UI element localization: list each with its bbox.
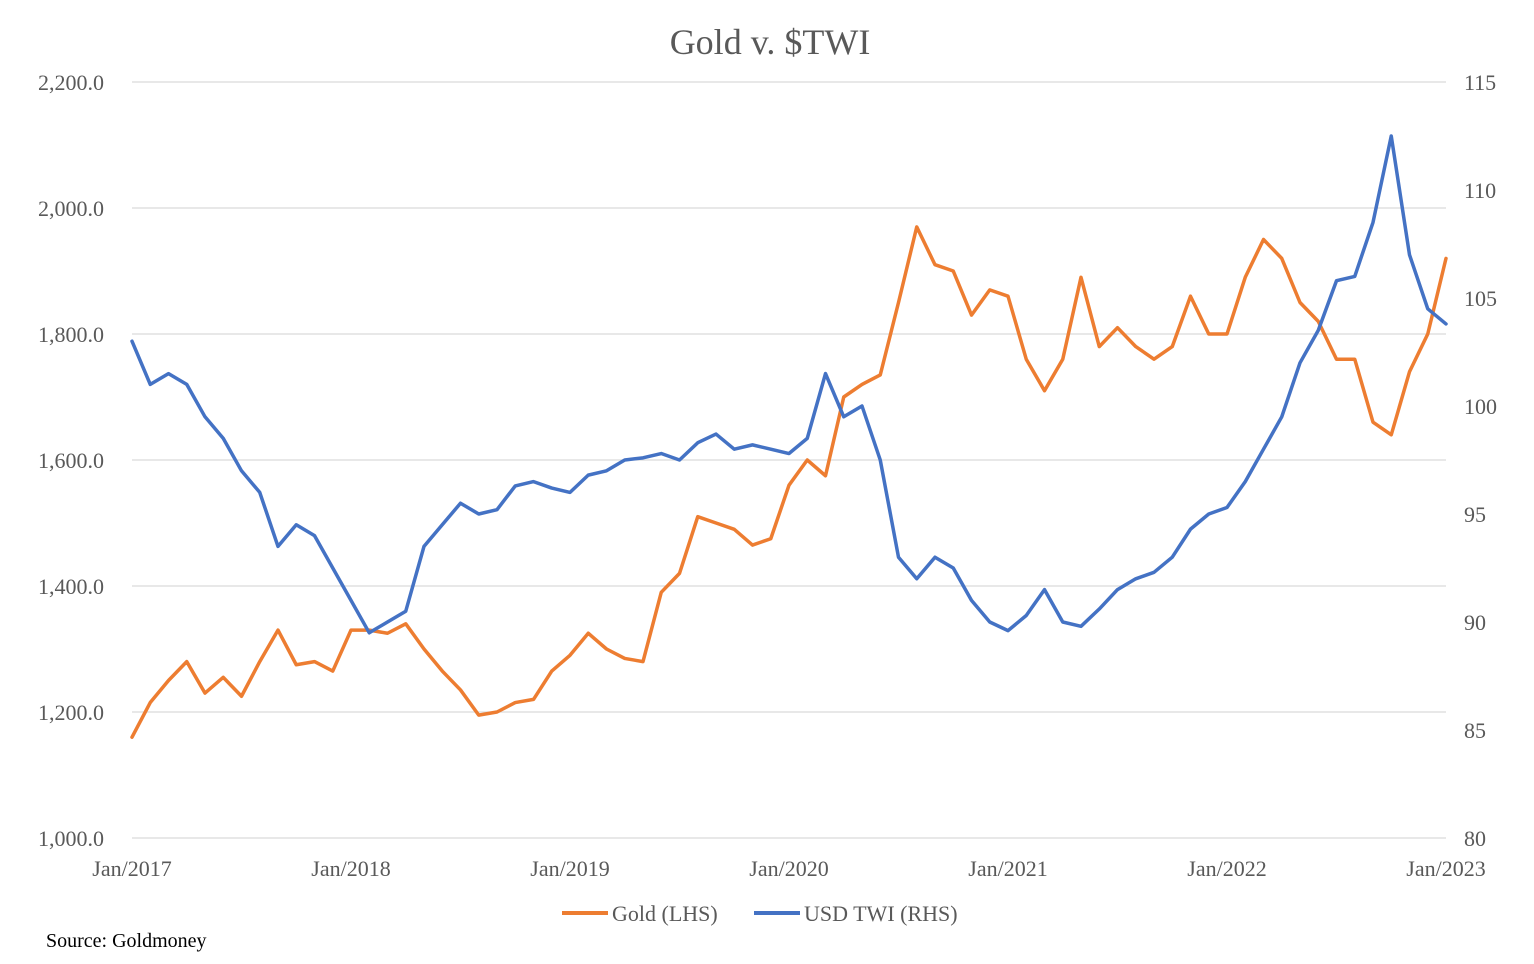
right-tick-label: 115 [1464, 70, 1496, 95]
x-tick-label: Jan/2023 [1406, 856, 1485, 881]
right-tick-label: 100 [1464, 394, 1497, 419]
left-tick-label: 1,600.0 [38, 448, 104, 473]
x-tick-label: Jan/2022 [1187, 856, 1266, 881]
source-note: Source: Goldmoney [46, 930, 207, 952]
left-axis: 1,000.0 1,200.0 1,400.0 1,600.0 1,800.0 2,000… [38, 70, 104, 851]
x-tick-label: Jan/2021 [968, 856, 1047, 881]
right-tick-label: 90 [1464, 610, 1486, 635]
right-tick-label: 95 [1464, 502, 1486, 527]
chart-title: Gold v. $TWI [670, 22, 871, 62]
series-line-usd-twi [130, 134, 1448, 635]
x-tick-label: Jan/2017 [92, 856, 171, 881]
right-tick-label: 105 [1464, 286, 1497, 311]
right-tick-label: 80 [1464, 826, 1486, 851]
left-tick-label: 1,200.0 [38, 700, 104, 725]
right-tick-label: 85 [1464, 718, 1486, 743]
x-tick-label: Jan/2018 [311, 856, 390, 881]
legend-label: USD TWI (RHS) [804, 901, 958, 926]
left-tick-label: 1,800.0 [38, 322, 104, 347]
left-tick-label: 1,400.0 [38, 574, 104, 599]
x-tick-label: Jan/2019 [530, 856, 609, 881]
right-tick-label: 110 [1464, 178, 1496, 203]
left-tick-label: 2,200.0 [38, 70, 104, 95]
right-axis: 80 85 90 95 100 105 110 115 [1464, 70, 1497, 851]
series-line-gold [130, 225, 1448, 739]
legend: Gold (LHS) USD TWI (RHS) [562, 901, 958, 926]
grid [132, 81, 1446, 839]
series-layer [130, 134, 1448, 739]
x-tick-label: Jan/2020 [749, 856, 828, 881]
left-tick-label: 2,000.0 [38, 196, 104, 221]
legend-label: Gold (LHS) [612, 901, 718, 926]
x-axis: Jan/2017 Jan/2018 Jan/2019 Jan/2020 Jan/2021… [92, 856, 1485, 881]
left-tick-label: 1,000.0 [38, 826, 104, 851]
